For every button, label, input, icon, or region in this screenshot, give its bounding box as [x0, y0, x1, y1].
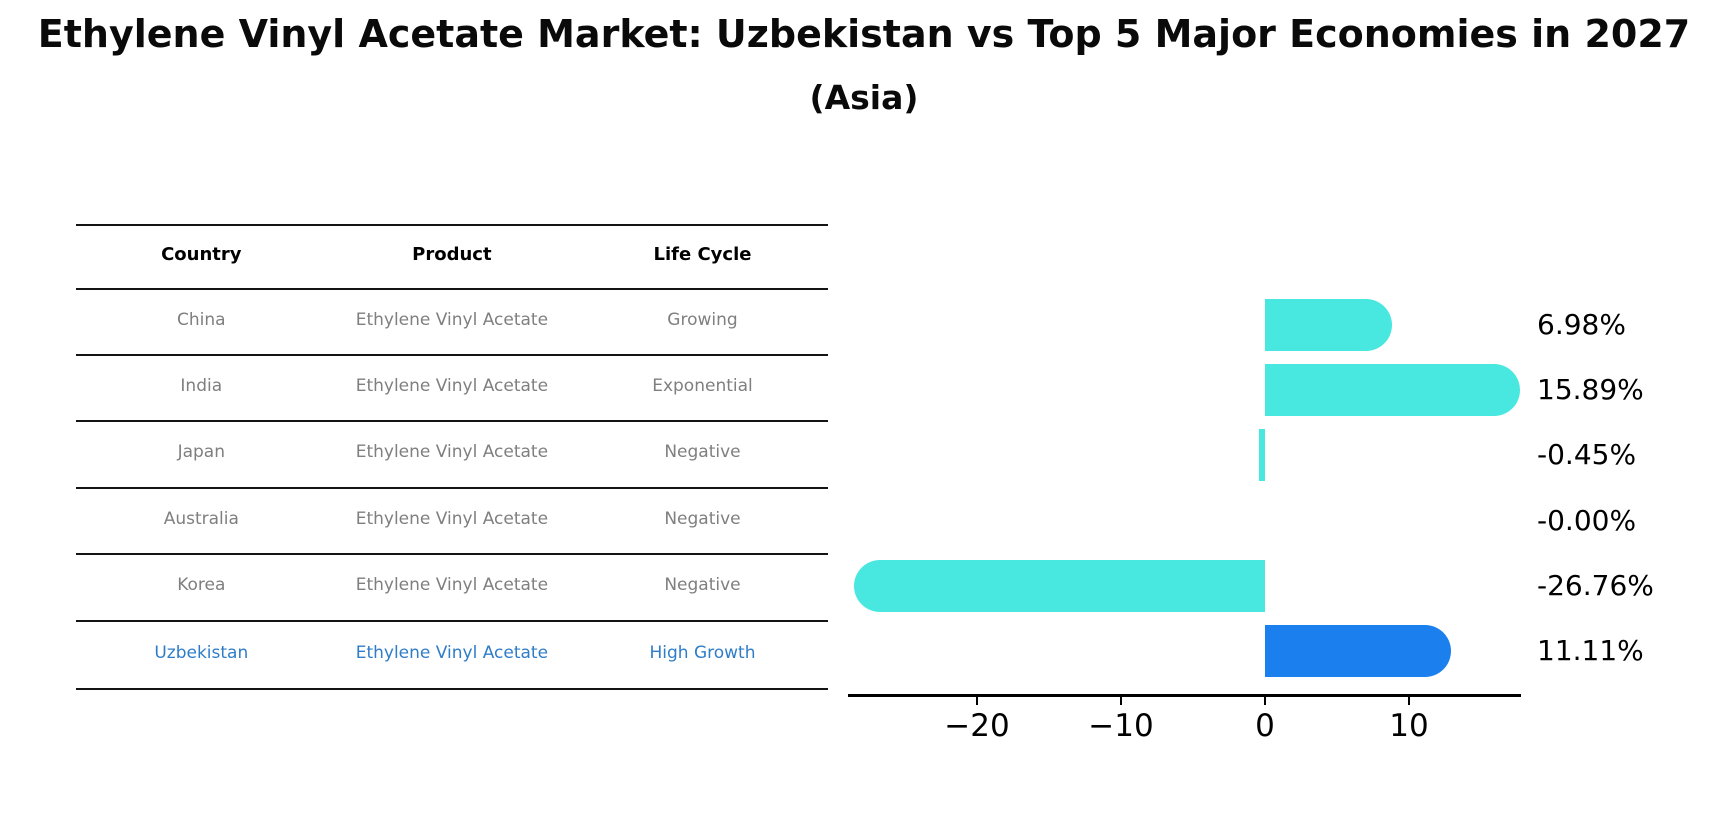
bar-india: [1265, 364, 1520, 417]
col-header-life-cycle: Life Cycle: [653, 244, 752, 265]
bar-korea: [853, 559, 1265, 612]
x-tick-mark: [1407, 696, 1411, 705]
cell-life-cycle: Negative: [664, 509, 741, 529]
cell-life-cycle: High Growth: [649, 643, 756, 663]
table-line: [76, 688, 828, 690]
table-row-australia: Australia Ethylene Vinyl Acetate Negativ…: [76, 509, 828, 529]
bar-value-label: 15.89%: [1537, 373, 1644, 407]
bar-value-label: -0.00%: [1537, 503, 1637, 537]
bar-value-label: 6.98%: [1537, 308, 1626, 341]
x-tick-label: −20: [944, 708, 1010, 744]
table-header-row: Country Product Life Cycle: [76, 244, 828, 265]
cell-product: Ethylene Vinyl Acetate: [355, 310, 549, 330]
cell-country: India: [180, 376, 223, 396]
country-table: Country Product Life Cycle China Ethylen…: [76, 200, 828, 700]
x-tick-mark: [975, 696, 979, 705]
cell-country: Korea: [177, 575, 226, 595]
table-row-uzbekistan: Uzbekistan Ethylene Vinyl Acetate High G…: [76, 643, 828, 663]
cell-country: Uzbekistan: [154, 643, 249, 663]
cell-product: Ethylene Vinyl Acetate: [355, 509, 549, 529]
bar-value-label: -26.76%: [1537, 568, 1654, 602]
table-row-china: China Ethylene Vinyl Acetate Growing: [76, 310, 828, 330]
x-tick-label: −10: [1088, 708, 1154, 744]
cell-product: Ethylene Vinyl Acetate: [355, 643, 549, 663]
cell-life-cycle: Growing: [667, 310, 738, 330]
col-header-country: Country: [161, 244, 242, 265]
table-line: [76, 620, 828, 622]
bar-china: [1265, 299, 1392, 351]
x-axis-line: [848, 694, 1521, 697]
table-line: [76, 288, 828, 290]
x-tick-label: 0: [1255, 708, 1275, 744]
table-line: [76, 354, 828, 356]
cell-country: Japan: [177, 442, 225, 462]
col-header-product: Product: [412, 244, 492, 265]
page-subtitle: (Asia): [809, 78, 919, 117]
bar-japan: [1258, 429, 1265, 482]
cell-life-cycle: Exponential: [652, 376, 753, 396]
page-title: Ethylene Vinyl Acetate Market: Uzbekista…: [37, 12, 1691, 56]
x-tick-label: 10: [1389, 708, 1429, 744]
table-row-japan: Japan Ethylene Vinyl Acetate Negative: [76, 442, 828, 462]
cell-product: Ethylene Vinyl Acetate: [355, 442, 549, 462]
table-line: [76, 487, 828, 489]
cell-country: Australia: [163, 509, 239, 529]
cell-country: China: [177, 310, 226, 330]
cell-product: Ethylene Vinyl Acetate: [355, 575, 549, 595]
table-line: [76, 224, 828, 226]
table-line: [76, 420, 828, 422]
bar-value-label: -0.45%: [1537, 438, 1637, 472]
cell-life-cycle: Negative: [664, 575, 741, 595]
bar-uzbekistan: [1265, 625, 1451, 677]
table-row-india: India Ethylene Vinyl Acetate Exponential: [76, 376, 828, 396]
cell-product: Ethylene Vinyl Acetate: [355, 376, 549, 396]
table-row-korea: Korea Ethylene Vinyl Acetate Negative: [76, 575, 828, 595]
x-tick-mark: [1119, 696, 1123, 705]
table-line: [76, 553, 828, 555]
x-tick-mark: [1263, 696, 1267, 705]
bar-value-label: 11.11%: [1537, 634, 1644, 667]
cell-life-cycle: Negative: [664, 442, 741, 462]
